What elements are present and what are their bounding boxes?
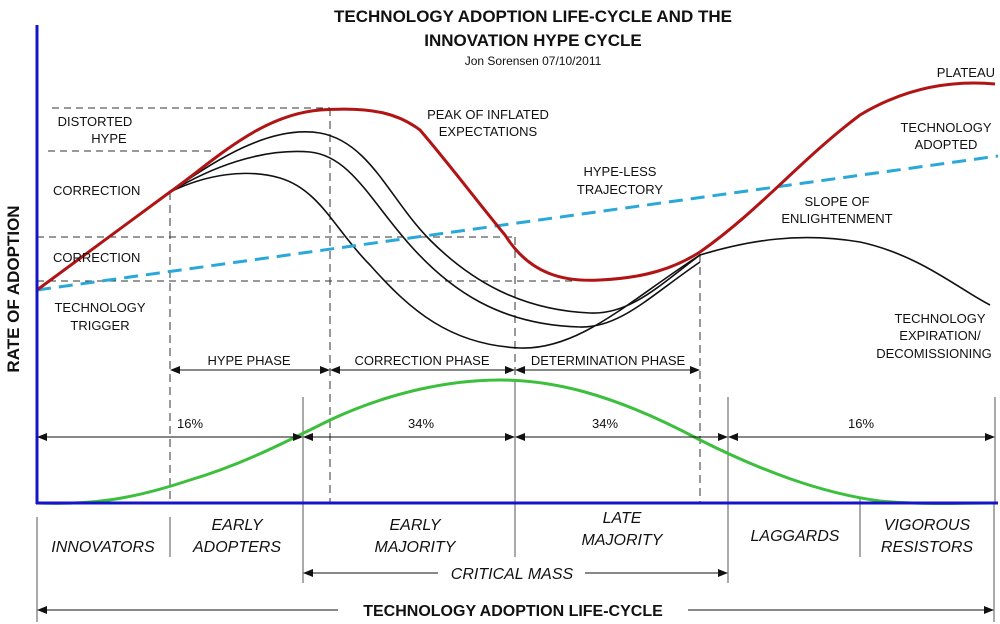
pct-laggards: 16% [848,416,874,431]
segment-early-adopters-1: EARLY [212,517,264,534]
label-technology: TECHNOLOGY [54,300,145,315]
label-expiration-3: DECOMISSIONING [876,346,992,361]
alt-curve-1 [169,131,701,314]
horizontal-guides [37,107,575,282]
title-line-1: TECHNOLOGY ADOPTION LIFE-CYCLE AND THE [334,7,732,26]
alternative-curves [169,131,991,349]
hype-phase-label: HYPE PHASE [207,353,290,368]
segment-laggards: LAGGARDS [751,528,840,545]
adoption-bell-curve [36,378,991,505]
label-correction-2: CORRECTION [53,250,140,265]
segment-dividers [36,380,996,622]
label-expiration-1: TECHNOLOGY [894,311,985,326]
correction-phase-label: CORRECTION PHASE [354,353,489,368]
label-hypeless-1: HYPE-LESS [584,164,657,179]
segment-early-majority-2: MAJORITY [375,539,457,556]
hype-less-trajectory [36,154,999,292]
segment-late-majority-2: MAJORITY [582,532,664,549]
label-tech-adopted-1: TECHNOLOGY [900,120,991,135]
label-hypeless-2: TRAJECTORY [577,182,664,197]
alt-curve-3 [169,172,991,349]
segment-late-majority-1: LATE [603,510,642,527]
label-tech-adopted-2: ADOPTED [915,137,978,152]
label-slope-2: ENLIGHTENMENT [781,211,892,226]
label-distorted: DISTORTED [58,114,133,129]
label-plateau: PLATEAU [937,65,995,80]
pct-late-majority: 34% [592,416,618,431]
title-line-2: INNOVATION HYPE CYCLE [424,31,642,50]
critical-mass-label: CRITICAL MASS [451,566,574,583]
lifecycle-label: TECHNOLOGY ADOPTION LIFE-CYCLE [363,603,663,620]
label-peak-1: PEAK OF INFLATED [427,107,549,122]
author-date: Jon Sorensen 07/10/2011 [465,54,602,68]
segment-early-majority-1: EARLY [390,517,442,534]
y-axis-label: RATE OF ADOPTION [4,205,23,372]
segment-resistors: RESISTORS [881,539,974,556]
segment-early-adopters-2: ADOPTERS [192,539,281,556]
hype-curve [36,81,996,292]
label-slope-1: SLOPE OF [804,194,869,209]
label-trigger: TRIGGER [70,318,129,333]
segment-vigorous: VIGOROUS [884,517,971,534]
alt-curve-2 [169,150,701,328]
pct-early-majority: 34% [408,416,434,431]
segment-innovators: INNOVATORS [51,539,155,556]
label-peak-2: EXPECTATIONS [439,124,538,139]
pct-innovators-early: 16% [177,416,203,431]
label-correction-1: CORRECTION [53,183,140,198]
label-expiration-2: EXPIRATION/ [899,328,981,343]
label-hype: HYPE [91,131,127,146]
determination-phase-label: DETERMINATION PHASE [531,353,686,368]
